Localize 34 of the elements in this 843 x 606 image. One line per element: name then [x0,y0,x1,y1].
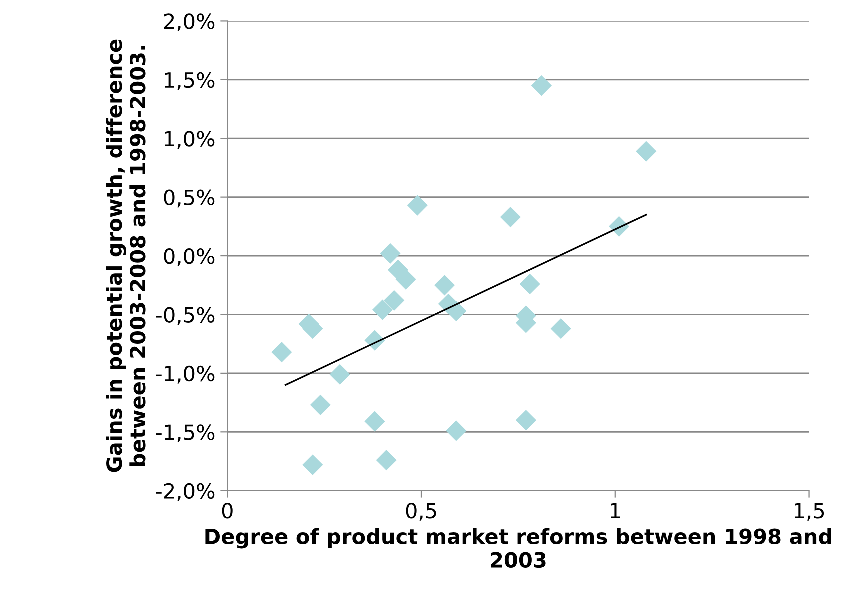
x-tick-label: 0 [222,503,233,519]
y-tick-label: 2,0% [164,14,215,32]
x-tick-label: 1,5 [795,503,824,521]
y-tick-label: -1,0% [156,366,215,384]
point [272,342,292,363]
point [330,364,350,385]
point [376,450,397,471]
x-tick-label: 1 [611,503,620,518]
y-tick-label: 1,5% [165,72,215,90]
point [372,300,394,320]
x-axis-title: Degree of product market reforms between 1998 and 2003 [206,528,832,568]
point [310,394,331,416]
point [550,318,572,340]
y-tick-label: 1,0% [165,131,215,149]
y-tick-label: -2,0% [156,483,215,502]
x-tick-label: 0,5 [406,503,436,521]
point [407,195,428,216]
y-axis-title: Gains in potential growth, difference between 2003-2008 and 1998-2003. [106,40,146,472]
point [516,410,536,431]
y-tick-label: 0,0% [164,248,215,266]
y-tick-label: -1,5% [156,424,215,442]
point [500,206,521,228]
point [384,290,405,311]
point [446,420,467,442]
point [434,275,456,296]
point [380,243,401,264]
y-tick-label: -0,5% [156,307,215,326]
point [636,141,657,162]
point [520,274,540,295]
point [302,454,324,476]
point [396,269,416,290]
y-tick-label: 0,5% [164,190,215,208]
point [364,411,386,432]
point [531,75,552,96]
